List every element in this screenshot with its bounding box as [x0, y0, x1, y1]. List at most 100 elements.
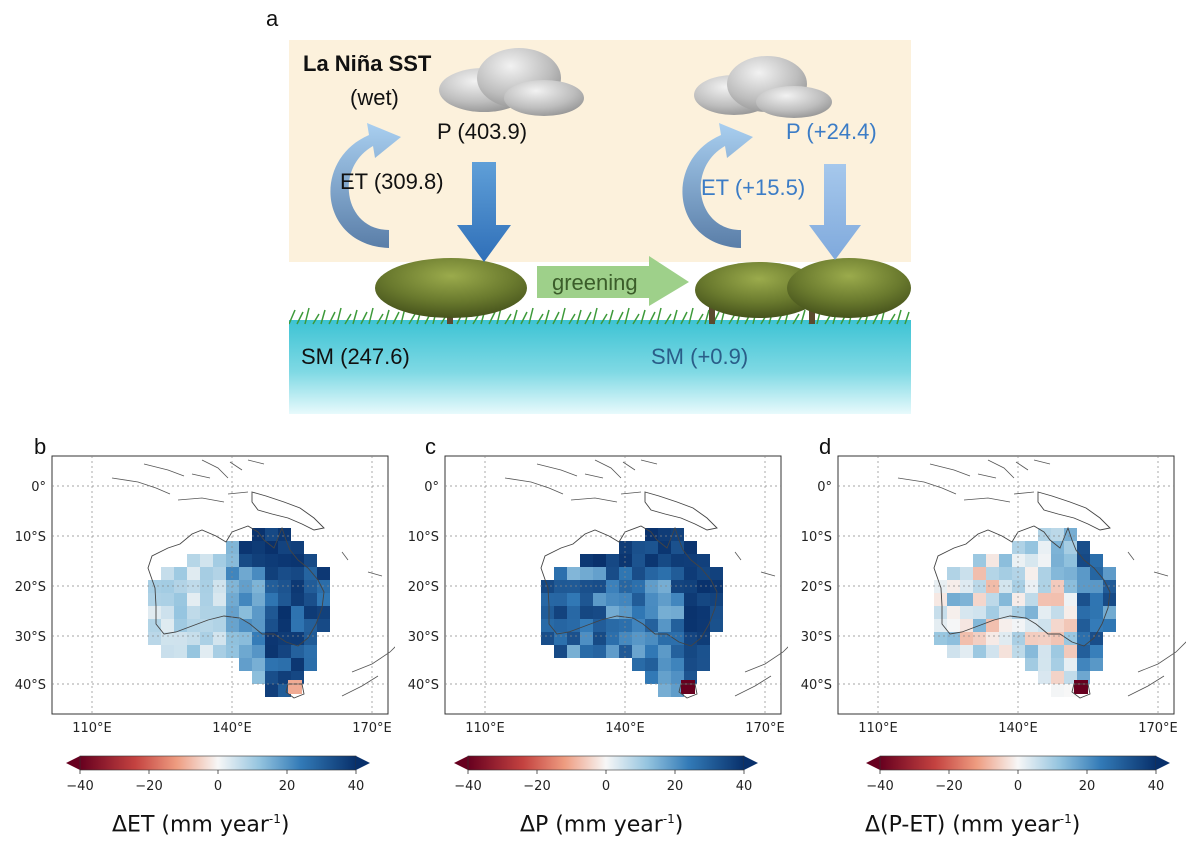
colorbar-tick-label: 20 [279, 779, 296, 794]
colorbar-tick-label: −20 [935, 779, 962, 794]
lat-tick-label: 40°S [801, 678, 832, 693]
colorbar-gradient [879, 755, 1157, 771]
lat-tick-label: 20°S [15, 580, 46, 595]
grid-cell [619, 593, 632, 606]
grid-cell [606, 619, 619, 632]
grid-cell [291, 658, 304, 671]
grid-cell [304, 632, 317, 645]
grid-cell [684, 606, 697, 619]
grid-cell [1025, 606, 1038, 619]
grid-cell [999, 606, 1012, 619]
grid-cell [187, 606, 200, 619]
grid-cell [187, 593, 200, 606]
grid-cell [1077, 632, 1090, 645]
grid-cell [710, 580, 723, 593]
grid-cell [148, 632, 161, 645]
grid-cell [1038, 606, 1051, 619]
grid-cell [1064, 658, 1077, 671]
grid-cell [265, 528, 278, 541]
grid-cell [291, 619, 304, 632]
grid-cell [265, 554, 278, 567]
grid-cell [593, 593, 606, 606]
colorbar-tick-label: −20 [523, 779, 550, 794]
grid-cell [947, 593, 960, 606]
grid-cell [658, 606, 671, 619]
grid-cell [278, 606, 291, 619]
map-title-delta-et: ΔET (mm year-1) [112, 812, 290, 838]
grid-cell [278, 567, 291, 580]
grid-cell [934, 593, 947, 606]
grid-cell [239, 554, 252, 567]
grid-cell [213, 554, 226, 567]
lon-tick-label: 140°E [998, 721, 1038, 736]
grid-cell [580, 645, 593, 658]
panel-label-b: b [34, 434, 47, 459]
grid-cell [632, 541, 645, 554]
grid-cell [304, 554, 317, 567]
grid-cell [1064, 645, 1077, 658]
grid-cell [265, 567, 278, 580]
grid-cell [580, 632, 593, 645]
grid-cell [1012, 606, 1025, 619]
grid-cell [1103, 567, 1116, 580]
grid-cell [1077, 619, 1090, 632]
grid-cell [304, 658, 317, 671]
grid-cell [632, 580, 645, 593]
grid-cell [973, 567, 986, 580]
colorbar-max-extend [744, 756, 758, 770]
tree-icon-left [375, 258, 527, 324]
condition-label: (wet) [350, 85, 399, 110]
grid-cell [1064, 606, 1077, 619]
grid-cell [291, 541, 304, 554]
grid-cell [710, 606, 723, 619]
grid-cell [239, 567, 252, 580]
grid-cell [1077, 593, 1090, 606]
grid-cell [200, 645, 213, 658]
grid-cell [947, 580, 960, 593]
grid-cell [684, 619, 697, 632]
grid-cell [658, 528, 671, 541]
grid-cell [213, 567, 226, 580]
grid-cell [947, 619, 960, 632]
grid-cell [697, 658, 710, 671]
grid-cell [1051, 567, 1064, 580]
grid-cell [291, 580, 304, 593]
grid-cell [187, 567, 200, 580]
colorbar-delta-et: −40 −20 0 20 40 [66, 755, 370, 794]
grid-cell [1051, 554, 1064, 567]
panel-label-d: d [819, 434, 832, 459]
grid-cell [541, 632, 554, 645]
grid-cell [1090, 658, 1103, 671]
grid-cell [291, 645, 304, 658]
grid-cell [645, 567, 658, 580]
grid-cell [1025, 645, 1038, 658]
grid-cell [265, 645, 278, 658]
grid-cell [671, 554, 684, 567]
schematic-diagram [289, 40, 911, 414]
grid-cell [226, 567, 239, 580]
grid-cell [986, 580, 999, 593]
grid-cell [973, 632, 986, 645]
soil-moisture-layer [289, 320, 911, 414]
grid-cell [554, 619, 567, 632]
grid-cell [252, 567, 265, 580]
grid-cell [1012, 619, 1025, 632]
grid-cell [960, 632, 973, 645]
grid-cell [580, 606, 593, 619]
grid-cell [278, 554, 291, 567]
grid-cell [1103, 619, 1116, 632]
grid-cell [554, 632, 567, 645]
grid-cell [265, 606, 278, 619]
grid-cell [567, 632, 580, 645]
cloud-icon-left [439, 48, 584, 116]
grid-cell [986, 567, 999, 580]
grid-cell [619, 567, 632, 580]
lon-tick-label: 140°E [605, 721, 645, 736]
grid-cell [934, 632, 947, 645]
grid-cell [252, 632, 265, 645]
colorbar-tick-label: 20 [1079, 779, 1096, 794]
grid-cell [304, 593, 317, 606]
grid-cell [148, 619, 161, 632]
grid-cell [999, 645, 1012, 658]
grid-cell [671, 658, 684, 671]
